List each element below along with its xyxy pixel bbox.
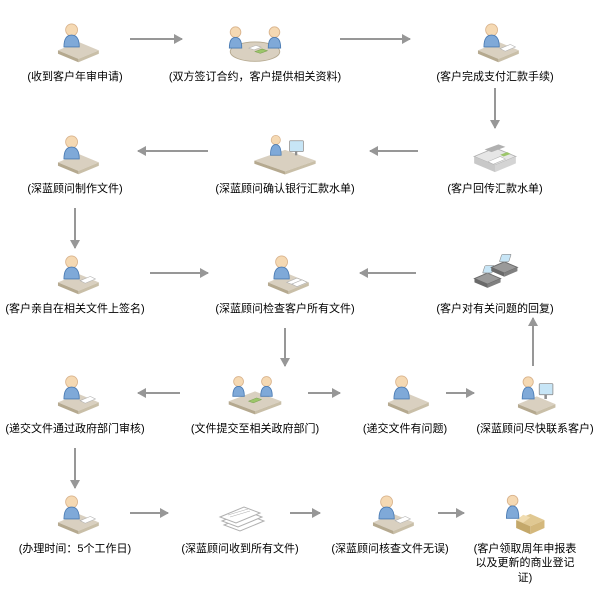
person-desk-paper-icon	[47, 490, 103, 536]
flow-node-n17: (客户领取周年申报表以及更新的商业登记证)	[460, 490, 590, 585]
papers-stack-icon	[212, 490, 268, 536]
flow-node-n13: (递交文件通过政府部门审核)	[10, 370, 140, 436]
flow-arrow	[370, 150, 418, 152]
person-desk-paper-icon	[362, 490, 418, 536]
flow-arrow	[340, 38, 410, 40]
node-label: (客户亲自在相关文件上签名)	[5, 302, 144, 316]
node-label: (递交文件有问题)	[363, 422, 447, 436]
flow-node-n9: (客户对有关问题的回复)	[430, 250, 560, 316]
person-pc-icon	[507, 370, 563, 416]
printer-icon	[462, 130, 528, 176]
node-label: (客户回传汇款水单)	[447, 182, 542, 196]
person-pc-wide-icon	[241, 130, 329, 176]
flow-node-n15: (深蓝顾问收到所有文件)	[175, 490, 305, 556]
flow-node-n5: (深蓝顾问确认银行汇款水单)	[220, 130, 350, 196]
node-label: (深蓝顾问确认银行汇款水单)	[215, 182, 354, 196]
flow-node-n11: (递交文件有问题)	[340, 370, 470, 436]
node-label: (深蓝顾问核查文件无误)	[331, 542, 448, 556]
flow-node-n10: (深蓝顾问尽快联系客户)	[470, 370, 600, 436]
node-label: (收到客户年审申请)	[27, 70, 122, 84]
flow-node-n16: (深蓝顾问核查文件无误)	[325, 490, 455, 556]
person-desk-docs-icon	[257, 250, 313, 296]
flow-node-n6: (深蓝顾问制作文件)	[10, 130, 140, 196]
flow-arrow	[130, 512, 168, 514]
flow-node-n12: (文件提交至相关政府部门)	[190, 370, 320, 436]
flow-arrow	[138, 150, 208, 152]
meeting-round-icon	[215, 18, 295, 64]
node-label: (深蓝顾问收到所有文件)	[181, 542, 298, 556]
flow-node-n1: (收到客户年审申请)	[10, 18, 140, 84]
flow-arrow	[446, 392, 474, 394]
flow-node-n3: (客户完成支付汇款手续)	[430, 18, 560, 84]
flow-node-n7: (客户亲自在相关文件上签名)	[10, 250, 140, 316]
flow-node-n14: (办理时间：5个工作日)	[10, 490, 140, 556]
flow-node-n2: (双方签订合约，客户提供相关资料)	[190, 18, 320, 84]
node-label: (深蓝顾问尽快联系客户)	[476, 422, 593, 436]
person-desk-paper-icon	[467, 18, 523, 64]
node-label: (递交文件通过政府部门审核)	[5, 422, 144, 436]
person-desk-icon	[47, 130, 103, 176]
flow-arrow	[74, 448, 76, 488]
node-label: (深蓝顾问制作文件)	[27, 182, 122, 196]
flow-arrow	[532, 318, 534, 366]
flow-node-n4: (客户回传汇款水单)	[430, 130, 560, 196]
node-label: (客户对有关问题的回复)	[436, 302, 553, 316]
flow-arrow	[360, 272, 416, 274]
flow-arrow	[150, 272, 208, 274]
node-label: (深蓝顾问检查客户所有文件)	[215, 302, 354, 316]
node-label: (文件提交至相关政府部门)	[191, 422, 319, 436]
person-desk-paper-icon	[47, 250, 103, 296]
flow-node-n8: (深蓝顾问检查客户所有文件)	[220, 250, 350, 316]
flow-arrow	[284, 328, 286, 366]
node-label: (客户完成支付汇款手续)	[436, 70, 553, 84]
person-box-icon	[497, 490, 553, 536]
flow-arrow	[438, 512, 464, 514]
person-desk-paper-icon	[47, 370, 103, 416]
flow-arrow	[138, 392, 180, 394]
phones-icon	[467, 250, 523, 296]
flow-arrow	[494, 88, 496, 128]
node-label: (双方签订合约，客户提供相关资料)	[169, 70, 341, 84]
person-desk-icon	[47, 18, 103, 64]
two-person-desk-icon	[215, 370, 295, 416]
node-label: (办理时间：5个工作日)	[19, 542, 131, 556]
flow-arrow	[308, 392, 340, 394]
flow-arrow	[290, 512, 320, 514]
flow-arrow	[130, 38, 182, 40]
flow-arrow	[74, 208, 76, 248]
person-desk-icon	[377, 370, 433, 416]
node-label: (客户领取周年申报表以及更新的商业登记证)	[470, 542, 580, 585]
